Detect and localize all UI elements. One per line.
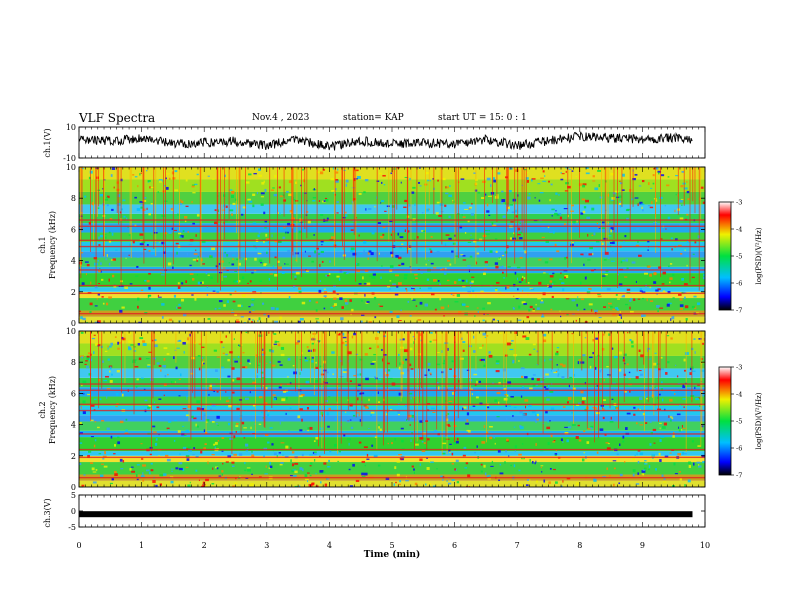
colorbar-tick-label: -7 [736,472,742,480]
colorbar-tick-label: -6 [736,280,742,288]
ch1-ytick-label: 10 [66,123,76,132]
time-tick-label: 5 [389,541,394,550]
time-tick-label: 6 [452,541,457,550]
figure-title: VLF Spectra [79,111,156,125]
ch3-waveform-ylabel: ch.3(V) [43,498,52,527]
ch1-waveform-ylabel: ch.1(V) [43,128,52,157]
ch1-colorbar-gradient [718,201,732,311]
time-tick-label: 7 [515,541,520,550]
ch2-colorbar-label: log(PSD)(V²/Hz) [755,392,763,449]
ch3-ytick-label: 5 [71,491,76,500]
ch1-waveform-panel: 10 -10 [63,123,706,163]
ch2-colorbar: -3 -4 -5 -6 -7 log(PSD)(V²/Hz) [718,364,763,480]
start-time-label: start UT = 15: 0 : 1 [438,113,527,123]
s1-heatmap-cells [79,167,705,323]
ch3-waveform-panel: 5 0 -5 [68,491,706,532]
ch3-ytick-label: 0 [71,507,76,516]
ch1-ytick-label: -10 [63,154,76,163]
ch1-colorbar-label: log(PSD)(V²/Hz) [755,227,763,284]
s1-ytick-label: 0 [71,319,76,328]
s2-ytick-label: 4 [71,421,76,430]
time-tick-label: 4 [327,541,332,550]
ch3-waveform-line [79,511,693,518]
time-axis-label: Time (min) [364,549,421,560]
time-tick-label: 1 [139,541,144,550]
colorbar-tick-label: -4 [736,391,742,399]
time-tick-label: 0 [76,541,81,550]
ch1-colorbar: -3 -4 -5 -6 -7 log(PSD)(V²/Hz) [718,199,763,315]
s2-heatmap-cells [79,331,705,487]
time-tick-label: 10 [700,541,710,550]
colorbar-tick-label: -4 [736,226,742,234]
ch1-waveform-line [78,131,693,151]
date-label: Nov.4 , 2023 [252,113,310,123]
time-axis: 0 1 2 3 4 5 6 7 8 9 10 [76,127,710,550]
ch2-spectrogram-panel: 0 2 4 6 8 10 [66,327,706,492]
ch1-spectrogram-panel: 0 2 4 6 8 10 [66,163,706,328]
colorbar-tick-label: -7 [736,307,742,315]
s2-ytick-label: 6 [71,389,76,398]
station-label: station= KAP [343,113,404,123]
colorbar-tick-label: -3 [736,199,742,207]
colorbar-tick-label: -6 [736,445,742,453]
time-tick-label: 3 [264,541,269,550]
ch3-frame [78,494,706,528]
colorbar-tick-label: -3 [736,364,742,372]
s2-ytick-label: 10 [66,327,76,336]
s1-ytick-label: 6 [71,225,76,234]
time-tick-label: 8 [577,541,582,550]
time-tick-label: 9 [640,541,645,550]
colorbar-tick-label: -5 [736,418,742,426]
time-tick-label: 2 [202,541,207,550]
s1-ytick-label: 2 [71,288,76,297]
s1-ytick-label: 4 [71,257,76,266]
ch3-ytick-label: -5 [68,523,76,532]
s2-ytick-label: 0 [71,483,76,492]
ch2-spectrogram-ylabel: ch.2Frequency (kHz) [38,376,57,444]
colorbar-tick-label: -5 [736,253,742,261]
ch1-spectrogram-ylabel: ch.1Frequency (kHz) [38,211,57,279]
s1-ytick-label: 8 [71,194,76,203]
ch2-colorbar-gradient [718,366,732,476]
s2-ytick-label: 2 [71,452,76,461]
s1-ytick-label: 10 [66,163,76,172]
s2-ytick-label: 8 [71,358,76,367]
